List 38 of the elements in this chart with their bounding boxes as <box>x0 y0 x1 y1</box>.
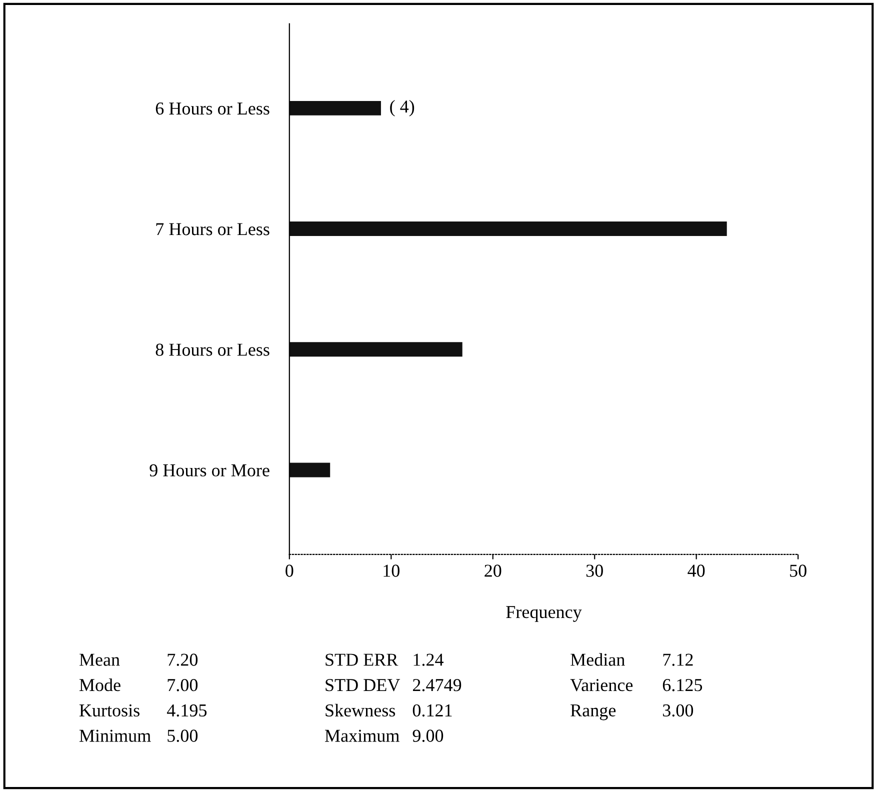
text: Kurtosis <box>79 704 140 717</box>
bar <box>289 100 381 116</box>
text: 6.125 <box>662 679 702 692</box>
bar <box>289 342 462 357</box>
y-tick-label: 8 Hours or Less <box>156 344 270 356</box>
text: Skewness <box>326 704 396 717</box>
text: Minimum <box>79 730 151 742</box>
x-tick-label: 40 <box>688 564 705 577</box>
x-tick-label: 0 <box>286 564 294 577</box>
text: 9.00 <box>412 730 444 742</box>
bar <box>289 222 727 236</box>
y-tick-label: 7 Hours or Less <box>156 223 270 236</box>
text: 0.121 <box>412 704 452 717</box>
text: STD ERR <box>326 654 398 666</box>
text: 7.00 <box>168 679 198 692</box>
annotation: ( 4) <box>390 100 414 116</box>
text: Mode <box>79 678 120 692</box>
text: 5.00 <box>168 730 198 742</box>
text: Maximum <box>325 730 400 742</box>
text: 4.195 <box>166 704 207 717</box>
text: Range <box>570 704 616 720</box>
x-axis-title: Frequency <box>506 606 582 622</box>
bar <box>289 462 330 478</box>
x-tick-label: 20 <box>484 564 502 577</box>
text: 7.12 <box>663 654 693 666</box>
text: Median <box>570 653 625 666</box>
x-tick-label: 10 <box>384 564 400 577</box>
text: 2.4749 <box>412 679 462 692</box>
text: 7.20 <box>168 654 198 666</box>
text: 1.24 <box>414 654 444 666</box>
x-tick-label: 30 <box>586 564 603 577</box>
text: Mean <box>79 654 120 666</box>
text: Varience <box>570 679 633 692</box>
x-tick-label: 50 <box>790 564 806 577</box>
text: 3.00 <box>663 704 694 717</box>
y-tick-label: 9 Hours or More <box>150 464 270 476</box>
text: STD DEV <box>326 679 400 692</box>
y-tick-label: 6 Hours or Less <box>156 102 270 115</box>
